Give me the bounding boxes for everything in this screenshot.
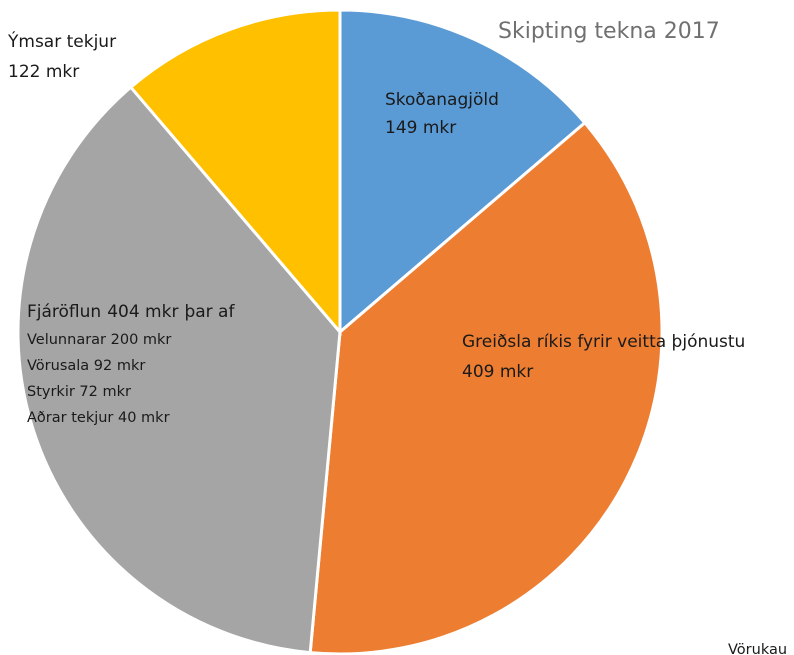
slice-label: Ýmsar tekjur: [7, 30, 116, 52]
breakdown-title: þar af: [184, 302, 235, 322]
breakdown-item: Vörusala 92 mkr: [27, 358, 145, 374]
breakdown-item: Aðrar tekjur 40 mkr: [27, 410, 170, 426]
pie-slice: [308, 120, 664, 655]
slice-label: Skoðanagjöld: [385, 90, 499, 110]
pie-slice: [128, 8, 342, 337]
pie-slice: [338, 8, 587, 336]
slice-name: Fjáröflun: [27, 302, 101, 322]
value-label: 409 mkr: [462, 362, 533, 382]
chart-title: Skipting tekna 2017: [498, 19, 720, 44]
pie: [16, 8, 664, 655]
slice-label: Fjáröflun 404 mkr þar af: [27, 302, 235, 322]
value-label: 149 mkr: [385, 118, 456, 138]
breakdown-item: Velunnarar 200 mkr: [27, 332, 171, 348]
value-label: 122 mkr: [8, 62, 79, 82]
pie-slice: [16, 85, 342, 655]
breakdown-item: Styrkir 72 mkr: [27, 384, 131, 400]
value-label: 404 mkr: [107, 302, 178, 322]
slice-label: Greiðsla ríkis fyrir veitta þjónustu: [462, 332, 745, 352]
annotation: Vörukau: [728, 642, 787, 655]
